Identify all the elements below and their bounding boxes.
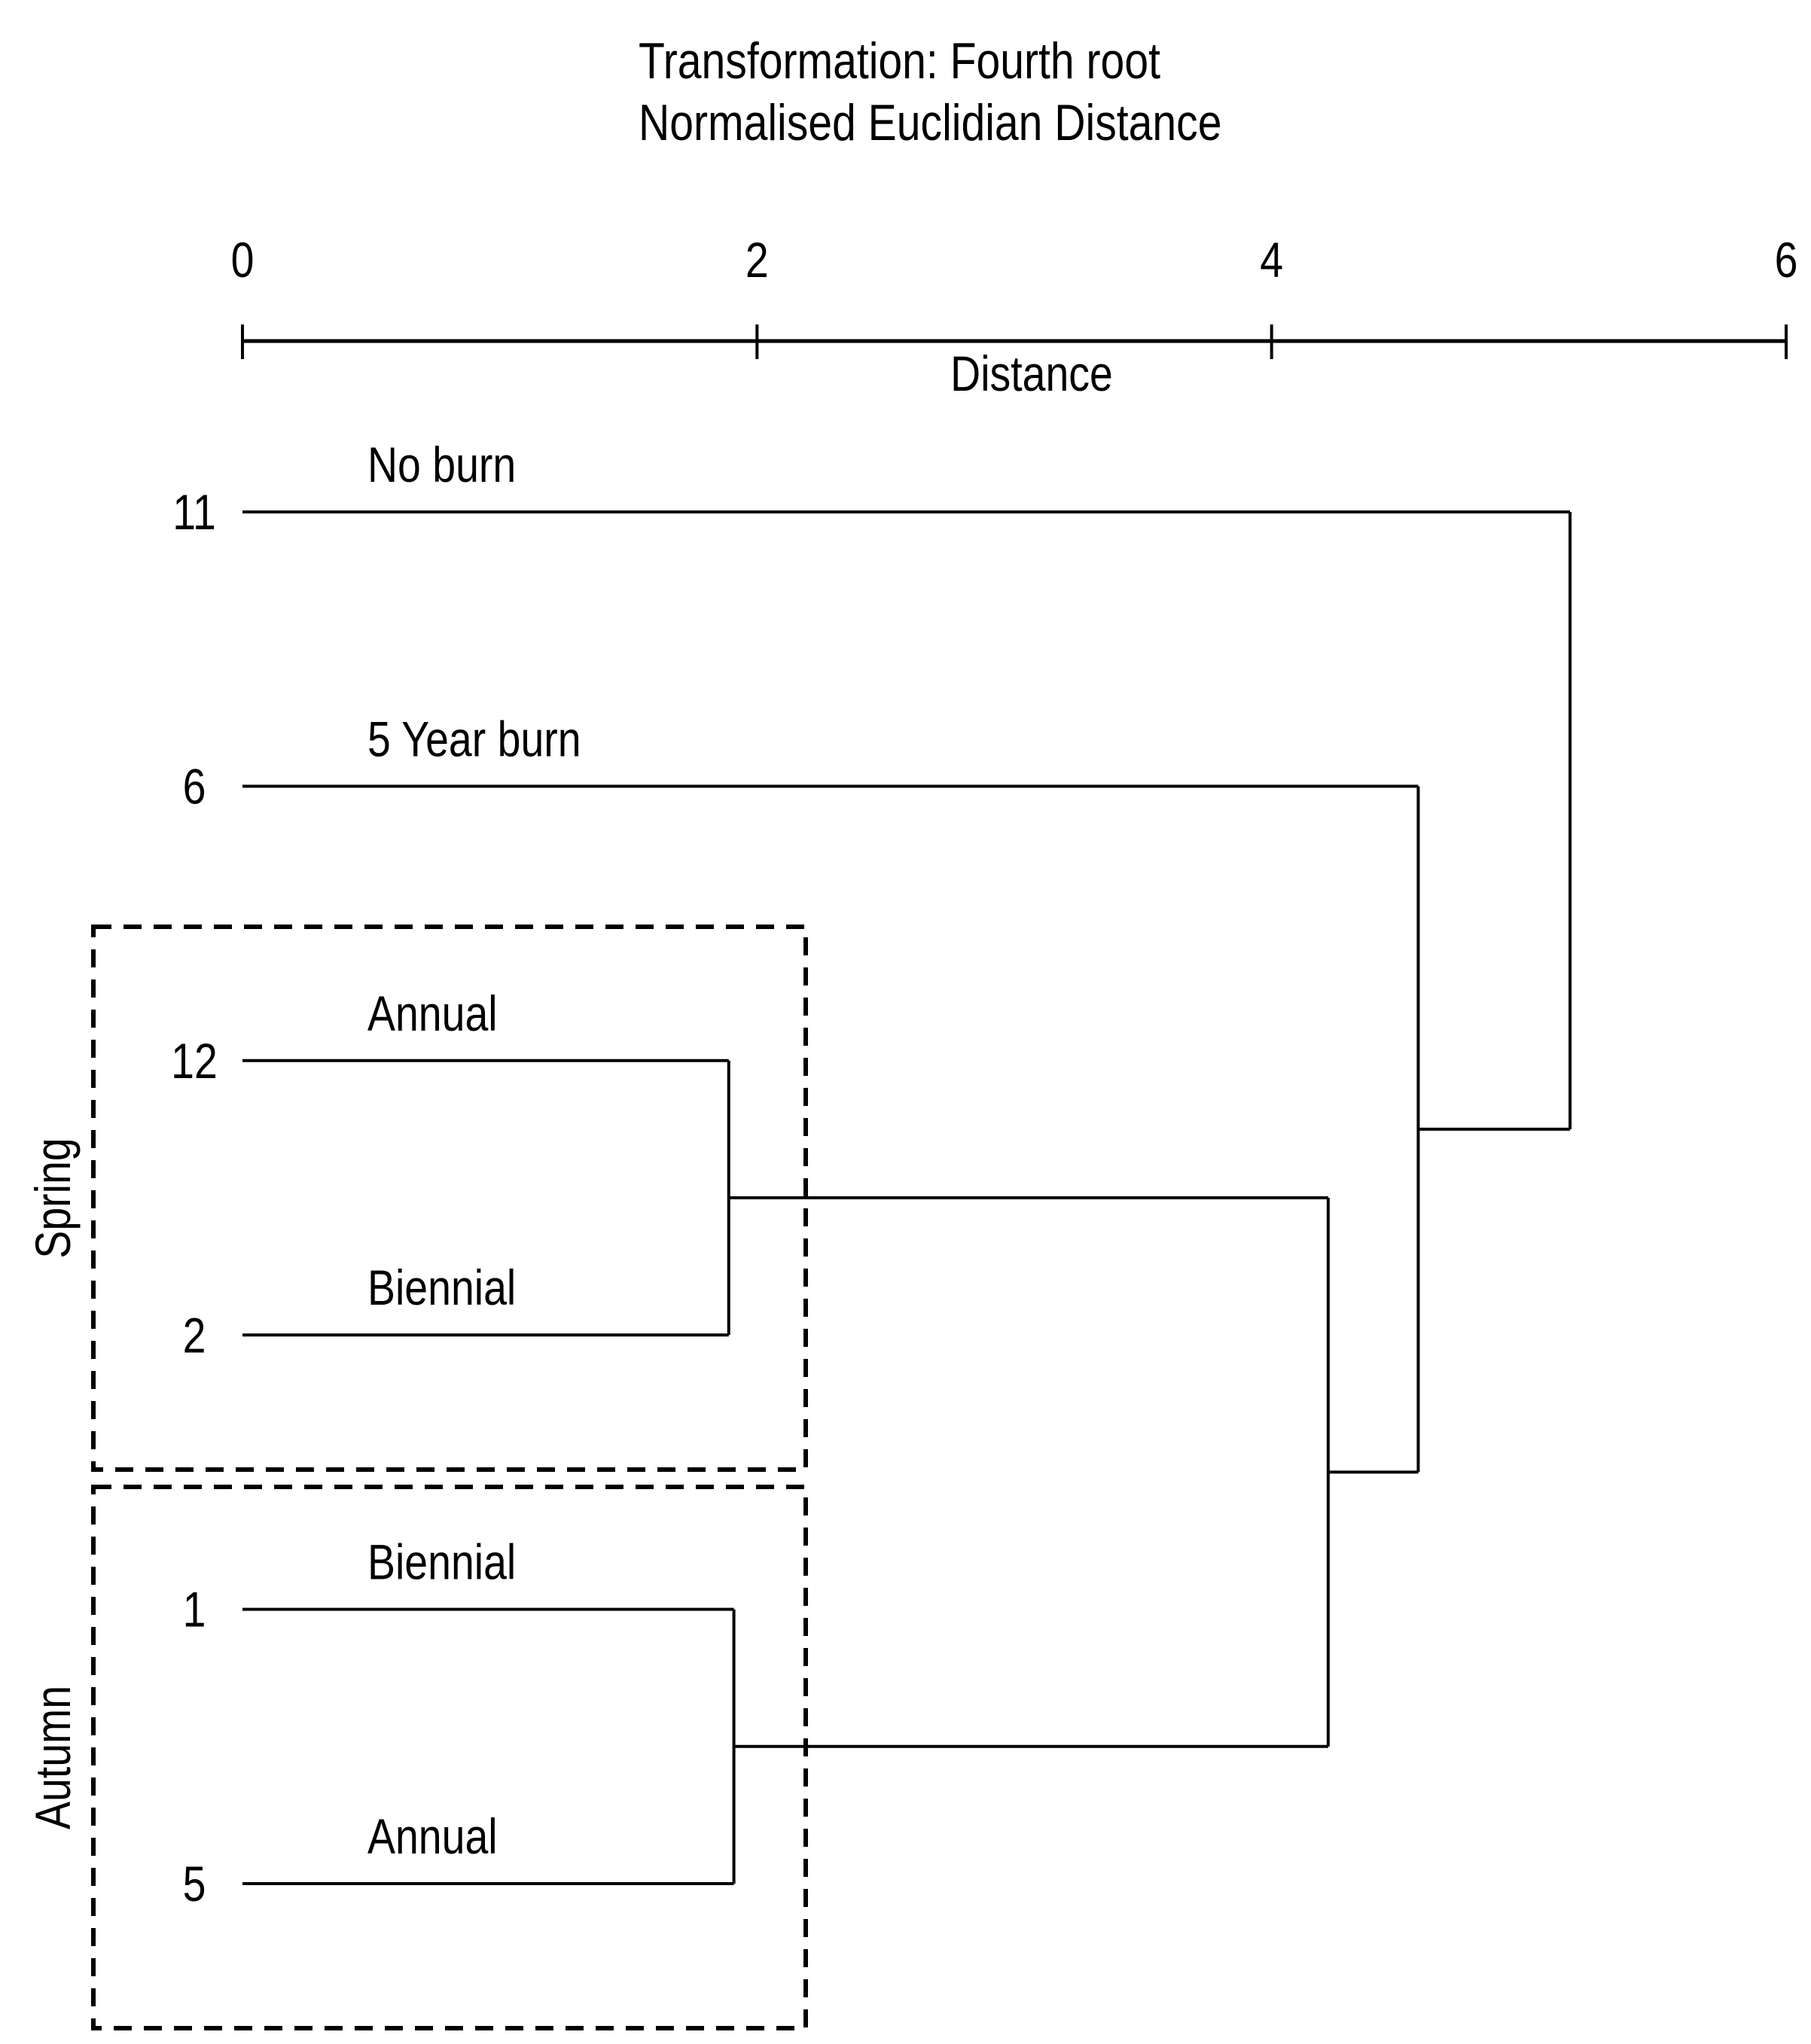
leaf-treatment-label: Annual (367, 1808, 498, 1864)
axis-tick-label: 4 (1260, 232, 1283, 288)
group-box-spring (91, 925, 808, 1472)
axis-tick-label: 2 (745, 232, 769, 288)
leaf-number: 12 (171, 1033, 218, 1089)
leaf-treatment-label: Annual (367, 985, 498, 1041)
leaf-number: 5 (183, 1857, 206, 1912)
figure-subtitle: Normalised Euclidian Distance (639, 94, 1221, 151)
figure-title: Transformation: Fourth root (639, 32, 1160, 90)
leaf-number: 1 (183, 1582, 206, 1637)
leaf-treatment-label: No burn (367, 437, 516, 492)
axis-label: Distance (950, 346, 1113, 401)
group-box-autumn (91, 1485, 808, 2030)
leaf-number: 6 (183, 759, 206, 815)
leaf-number: 2 (183, 1308, 206, 1363)
leaf-treatment-label: Biennial (367, 1260, 516, 1316)
axis-tick-label: 6 (1775, 232, 1798, 288)
distance-axis (241, 324, 1788, 359)
leaf-treatment-label: Biennial (367, 1534, 516, 1590)
axis-tick-label: 0 (231, 232, 255, 288)
leaf-number: 11 (172, 485, 216, 541)
leaf-treatment-label: 5 Year burn (367, 711, 581, 767)
group-label-autumn: Autumn (26, 1686, 81, 1829)
group-label-spring: Spring (26, 1138, 81, 1258)
